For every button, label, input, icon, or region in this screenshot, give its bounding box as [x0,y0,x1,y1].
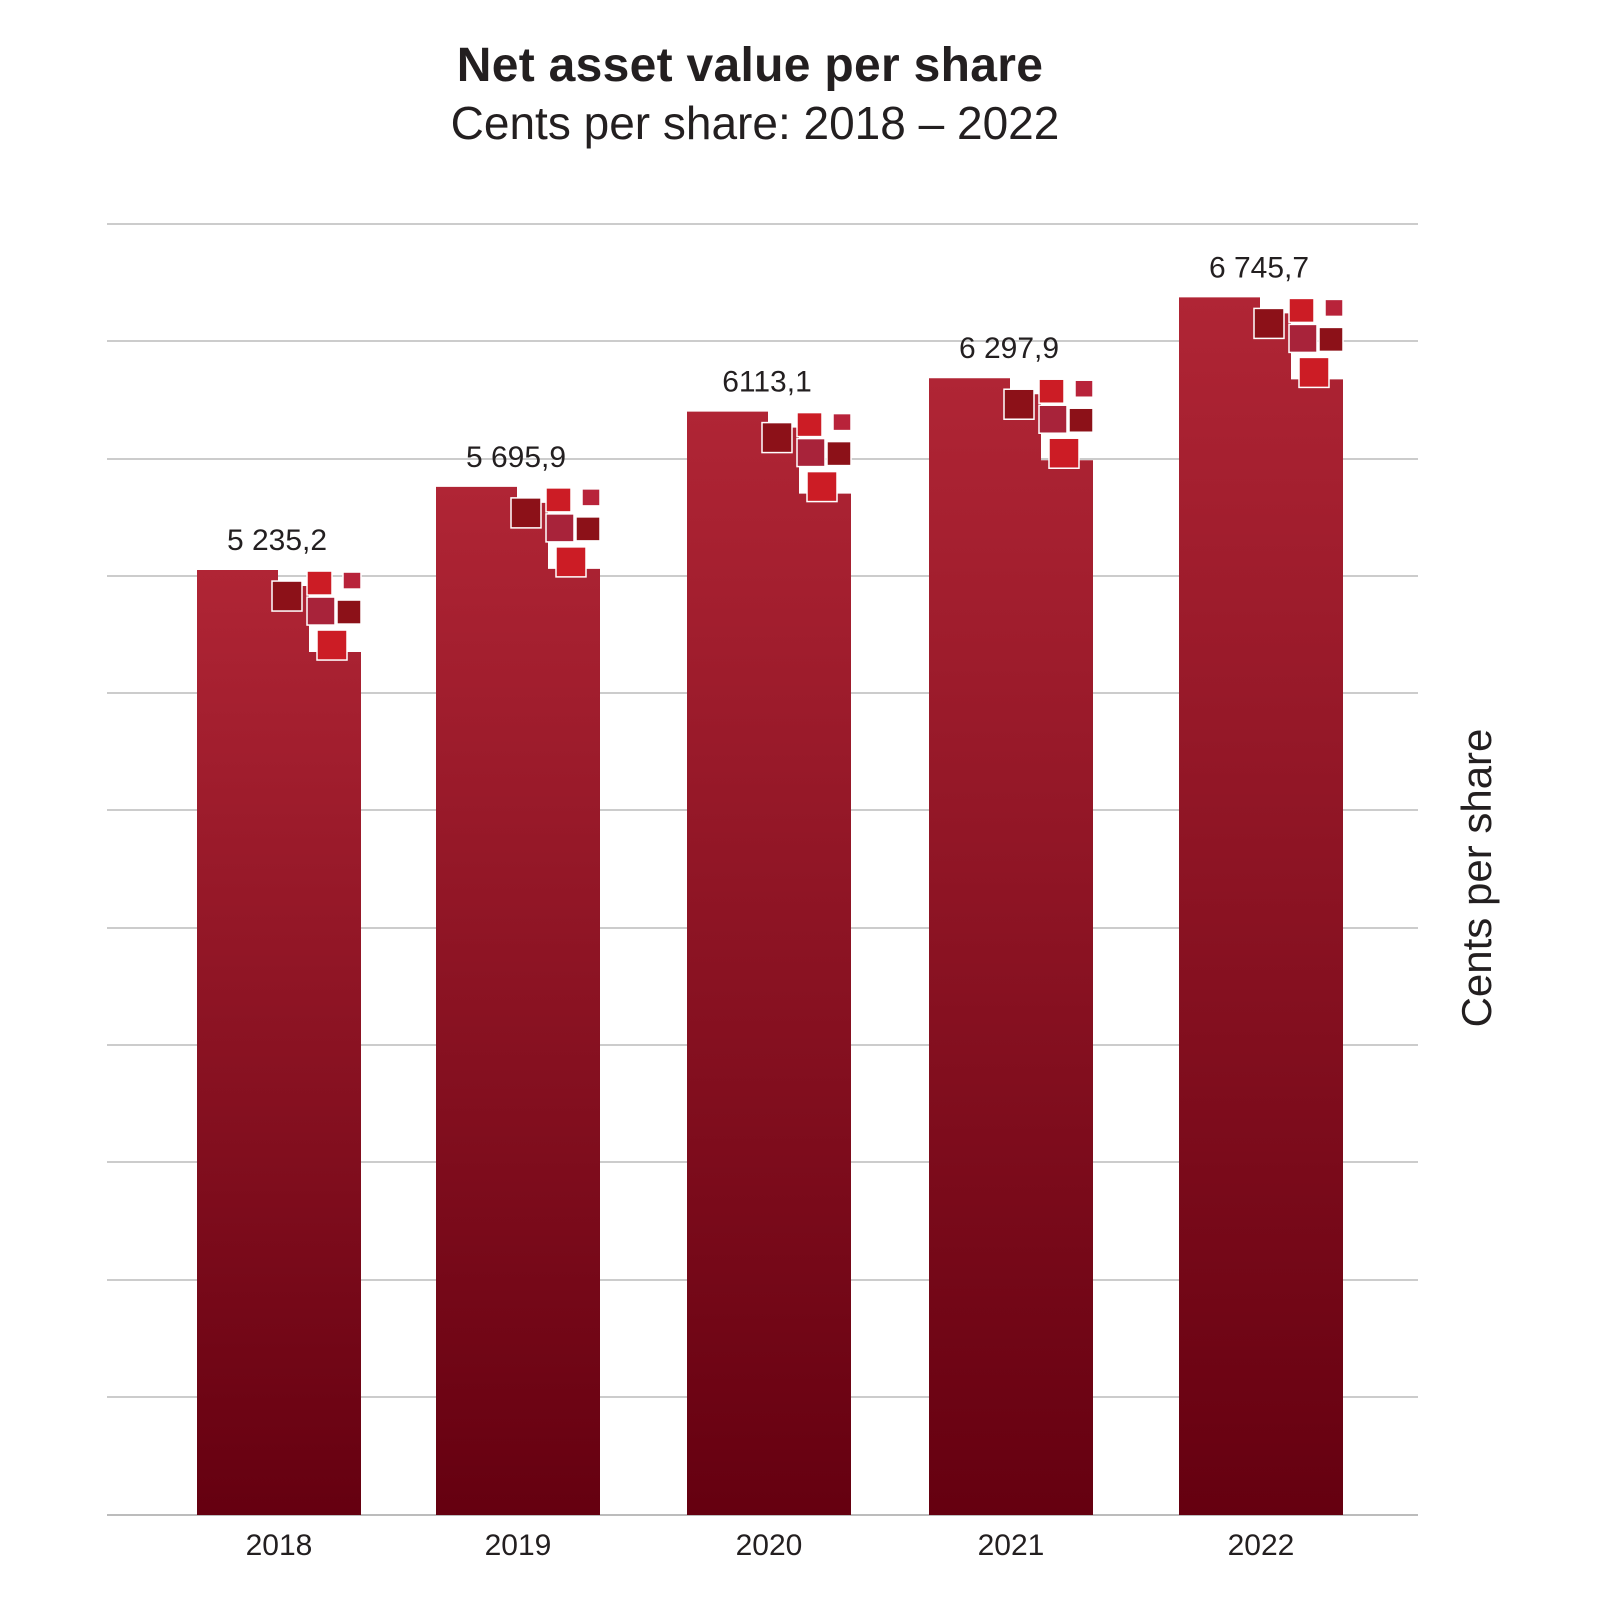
bar-2019 [436,486,600,1516]
data-label-2019: 5 695,9 [466,441,566,474]
bars [197,297,1343,1516]
bar-2020-deco-square-1 [761,421,793,454]
bar-2018-deco-square-6 [316,629,348,661]
bar-2020-deco-square-6 [806,470,838,503]
x-tick-2019: 2019 [485,1529,552,1562]
x-tick-2018: 2018 [246,1529,313,1562]
bar-2022-deco-square-4 [1288,323,1318,354]
data-label-2021: 6 297,9 [959,332,1059,365]
bar-2019-deco-square-5 [575,516,601,542]
bar-2020-deco-square-3 [832,412,852,432]
bar-2020-deco-square-2 [796,411,823,438]
bar-2020-deco-square-5 [826,440,852,467]
bar-2019-deco-square-1 [510,497,542,529]
bar-2021 [929,378,1093,1516]
chart-subtitle: Cents per share: 2018 – 2022 [450,97,1060,149]
bar-2018-deco-square-4 [306,596,336,626]
bar-2022-deco-square-3 [1324,298,1344,318]
bar-2022-deco-square-2 [1288,297,1315,324]
data-label-2020: 6113,1 [722,366,812,399]
x-tick-2022: 2022 [1228,1529,1295,1562]
bar-2022-deco-square-1 [1253,307,1285,340]
bar-2021-deco-square-6 [1048,437,1080,469]
bar-decorations [271,297,1344,661]
bar-2019-deco-square-3 [581,488,601,507]
bar-2018-deco-square-1 [271,580,303,612]
bar-2021-deco-square-5 [1068,407,1094,433]
bar-2019-deco-square-4 [545,513,575,543]
bar-2020-deco-square-4 [796,437,826,468]
data-label-2018: 5 235,2 [227,524,327,557]
bar-2022-deco-square-6 [1298,356,1330,389]
bar-2022-deco-square-5 [1318,326,1344,353]
bar-2018-deco-square-5 [336,599,362,625]
bar-2021-deco-square-2 [1038,378,1065,404]
bar-2021-deco-square-4 [1038,404,1068,434]
bar-2019-deco-square-2 [545,487,572,513]
x-tick-2021: 2021 [978,1529,1045,1562]
bar-2018-deco-square-2 [306,570,333,596]
bar-2018-deco-square-3 [342,571,362,590]
bar-2018 [197,570,361,1515]
bar-2021-deco-square-1 [1003,388,1035,420]
x-tick-2020: 2020 [736,1529,803,1562]
data-labels: 5 235,2 5 695,9 6113,1 6 297,9 6 745,7 [227,251,1309,557]
bar-2021-deco-square-3 [1074,379,1094,398]
data-label-2022: 6 745,7 [1209,251,1309,284]
chart-title: Net asset value per share [456,39,1044,92]
bar-2020 [687,411,851,1515]
x-tick-labels: 2018 2019 2020 2021 2022 [246,1529,1295,1562]
bar-2019-deco-square-6 [555,546,587,578]
bar-2022 [1179,297,1343,1516]
